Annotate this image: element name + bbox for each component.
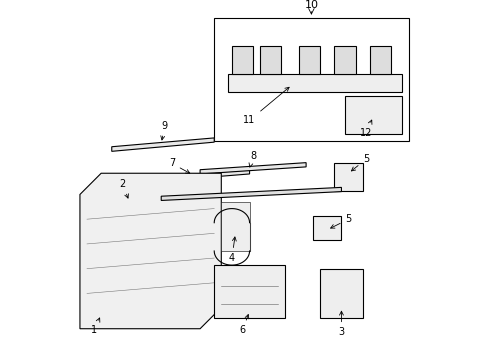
Polygon shape <box>259 46 281 74</box>
Polygon shape <box>161 187 341 200</box>
Text: 8: 8 <box>248 151 256 167</box>
Text: 10: 10 <box>304 0 318 10</box>
Text: 6: 6 <box>239 315 248 336</box>
Text: 5: 5 <box>351 154 368 171</box>
Polygon shape <box>214 265 284 318</box>
Text: 1: 1 <box>91 318 100 336</box>
Polygon shape <box>344 96 401 134</box>
Polygon shape <box>228 74 401 92</box>
Text: 4: 4 <box>228 237 236 263</box>
Polygon shape <box>111 138 214 151</box>
Text: 3: 3 <box>338 311 344 337</box>
Polygon shape <box>333 163 362 191</box>
Bar <box>214 18 408 141</box>
Polygon shape <box>313 216 341 240</box>
Polygon shape <box>231 46 253 74</box>
Polygon shape <box>80 173 221 329</box>
Polygon shape <box>200 163 305 174</box>
Polygon shape <box>221 201 249 251</box>
Text: 12: 12 <box>359 120 372 137</box>
Polygon shape <box>299 46 319 74</box>
Text: 5: 5 <box>330 214 351 228</box>
Polygon shape <box>319 269 362 318</box>
Text: 7: 7 <box>168 159 189 173</box>
Text: 2: 2 <box>119 179 128 198</box>
Polygon shape <box>369 46 390 74</box>
Text: 9: 9 <box>161 121 167 140</box>
Polygon shape <box>333 46 355 74</box>
Polygon shape <box>161 170 249 181</box>
Text: 11: 11 <box>243 87 288 125</box>
